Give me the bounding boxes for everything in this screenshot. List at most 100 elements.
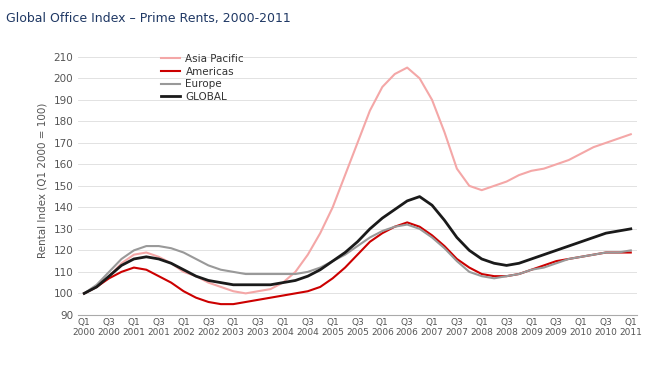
Europe [428, 235, 436, 240]
Asia Pacific [81, 291, 88, 296]
Americas [192, 295, 200, 300]
GLOBAL [453, 235, 461, 240]
GLOBAL [167, 261, 175, 266]
Europe [577, 255, 585, 259]
Americas [304, 289, 312, 293]
Europe [229, 270, 237, 274]
Asia Pacific [155, 255, 162, 259]
Asia Pacific [540, 166, 548, 171]
Europe [614, 250, 622, 255]
GLOBAL [490, 261, 498, 266]
Europe [205, 263, 213, 268]
GLOBAL [179, 267, 187, 272]
GLOBAL [279, 280, 287, 285]
GLOBAL [416, 194, 424, 199]
GLOBAL [205, 278, 213, 283]
Asia Pacific [441, 130, 448, 134]
Europe [602, 250, 610, 255]
Americas [254, 298, 262, 302]
Asia Pacific [490, 184, 498, 188]
GLOBAL [329, 259, 337, 263]
Europe [378, 229, 386, 233]
Asia Pacific [142, 250, 150, 255]
GLOBAL [366, 227, 374, 231]
Americas [81, 291, 88, 296]
Asia Pacific [428, 98, 436, 102]
Americas [416, 224, 424, 229]
Americas [441, 244, 448, 248]
Americas [366, 240, 374, 244]
Europe [105, 270, 113, 274]
Americas [105, 276, 113, 281]
Europe [441, 246, 448, 250]
Asia Pacific [130, 252, 138, 257]
Americas [502, 274, 510, 278]
Americas [478, 272, 486, 276]
Asia Pacific [329, 205, 337, 210]
GLOBAL [118, 263, 125, 268]
Europe [329, 259, 337, 263]
Americas [118, 270, 125, 274]
GLOBAL [155, 257, 162, 261]
Europe [142, 244, 150, 248]
GLOBAL [528, 257, 536, 261]
Asia Pacific [217, 285, 225, 289]
Asia Pacific [366, 108, 374, 113]
Europe [453, 259, 461, 263]
GLOBAL [465, 248, 473, 253]
Europe [266, 272, 274, 276]
GLOBAL [502, 263, 510, 268]
Asia Pacific [192, 274, 200, 278]
Americas [130, 265, 138, 270]
Asia Pacific [478, 188, 486, 192]
Asia Pacific [242, 291, 250, 296]
Americas [403, 220, 411, 225]
Y-axis label: Rental Index (Q1 2000 = 100): Rental Index (Q1 2000 = 100) [38, 103, 48, 258]
Asia Pacific [105, 274, 113, 278]
Asia Pacific [317, 231, 324, 235]
GLOBAL [254, 283, 262, 287]
GLOBAL [354, 240, 361, 244]
Text: Global Office Index – Prime Rents, 2000-2011: Global Office Index – Prime Rents, 2000-… [6, 12, 291, 25]
GLOBAL [291, 278, 299, 283]
Asia Pacific [403, 65, 411, 70]
Europe [217, 267, 225, 272]
Line: GLOBAL: GLOBAL [84, 197, 630, 293]
Europe [167, 246, 175, 250]
Americas [378, 231, 386, 235]
Asia Pacific [93, 285, 101, 289]
Americas [490, 274, 498, 278]
Asia Pacific [391, 72, 398, 76]
Asia Pacific [266, 287, 274, 291]
Asia Pacific [179, 270, 187, 274]
Asia Pacific [304, 252, 312, 257]
Americas [155, 274, 162, 278]
GLOBAL [391, 207, 398, 212]
Asia Pacific [565, 158, 573, 162]
GLOBAL [441, 218, 448, 223]
Asia Pacific [229, 289, 237, 293]
Americas [590, 252, 597, 257]
Line: Europe: Europe [84, 225, 630, 293]
Americas [552, 259, 560, 263]
Asia Pacific [378, 84, 386, 89]
Americas [329, 276, 337, 281]
Americas [217, 302, 225, 306]
GLOBAL [428, 203, 436, 207]
GLOBAL [93, 285, 101, 289]
Americas [317, 285, 324, 289]
GLOBAL [217, 280, 225, 285]
Europe [590, 252, 597, 257]
Asia Pacific [291, 270, 299, 274]
Americas [540, 263, 548, 268]
Asia Pacific [341, 173, 349, 177]
Europe [490, 276, 498, 281]
GLOBAL [614, 229, 622, 233]
GLOBAL [192, 274, 200, 278]
Asia Pacific [627, 132, 634, 137]
Europe [242, 272, 250, 276]
Americas [229, 302, 237, 306]
Europe [391, 224, 398, 229]
Americas [528, 267, 536, 272]
Europe [118, 257, 125, 261]
